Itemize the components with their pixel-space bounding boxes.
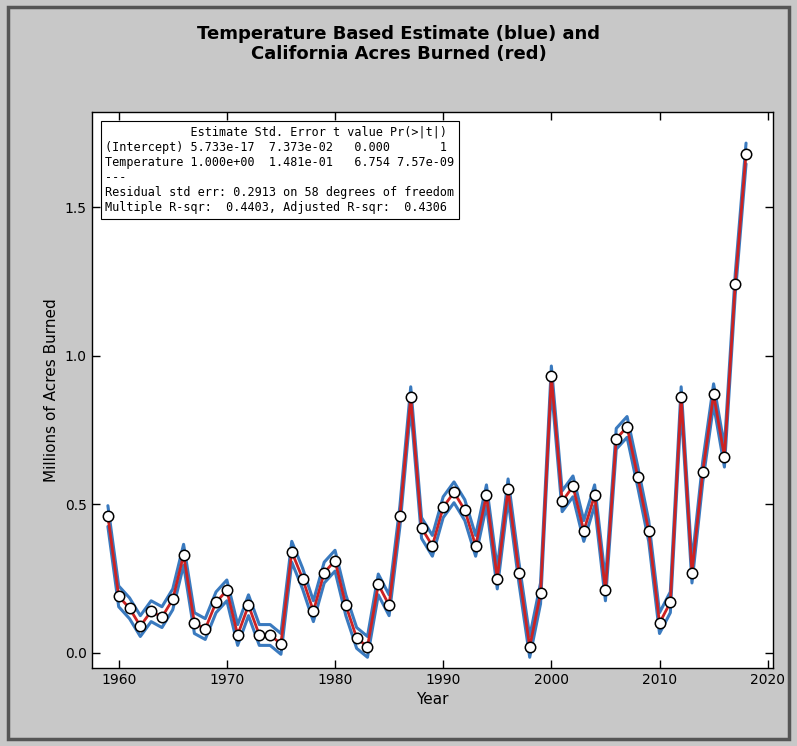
Text: Temperature Based Estimate (blue) and
California Acres Burned (red): Temperature Based Estimate (blue) and Ca…: [197, 25, 600, 63]
Y-axis label: Millions of Acres Burned: Millions of Acres Burned: [45, 298, 59, 482]
X-axis label: Year: Year: [416, 692, 449, 707]
Text: Estimate Std. Error t value Pr(>|t|)
(Intercept) 5.733e-17  7.373e-02   0.000   : Estimate Std. Error t value Pr(>|t|) (In…: [105, 126, 454, 214]
